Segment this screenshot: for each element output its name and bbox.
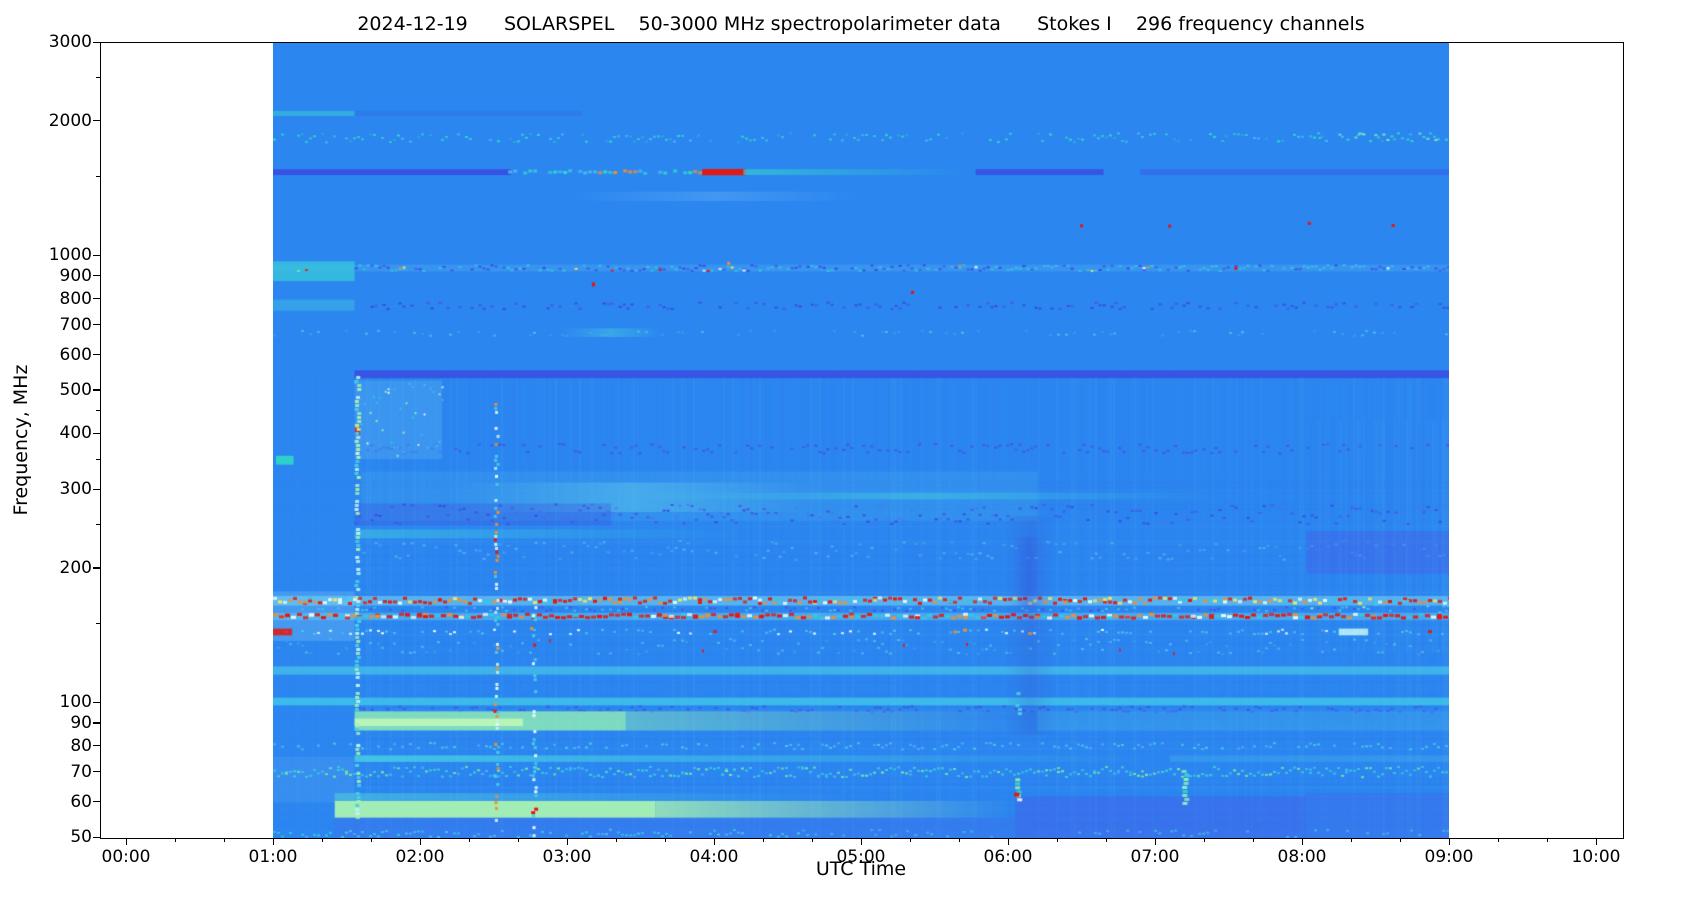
x-minor-tick xyxy=(174,838,176,842)
y-tick-label: 3000 xyxy=(48,32,92,52)
x-major-tick xyxy=(1154,838,1156,845)
x-tick-label: 08:00 xyxy=(1277,847,1327,867)
x-major-tick xyxy=(566,838,568,845)
y-minor-tick xyxy=(96,76,100,78)
x-tick-label: 09:00 xyxy=(1424,847,1474,867)
y-minor-tick xyxy=(96,523,100,525)
y-major-tick xyxy=(93,432,100,434)
x-minor-tick xyxy=(615,838,617,842)
y-major-tick xyxy=(93,120,100,122)
x-minor-tick xyxy=(1252,838,1254,842)
y-minor-tick xyxy=(96,176,100,178)
x-minor-tick xyxy=(1105,838,1107,842)
x-tick-label: 06:00 xyxy=(983,847,1033,867)
y-tick-label: 100 xyxy=(59,692,92,713)
y-minor-tick xyxy=(96,623,100,625)
x-tick-label: 03:00 xyxy=(542,847,592,867)
y-tick-label: 60 xyxy=(70,791,92,812)
x-major-tick xyxy=(1007,838,1009,845)
x-major-tick xyxy=(1301,838,1303,845)
y-tick-label: 2000 xyxy=(48,110,92,131)
plot-frame xyxy=(100,42,1624,839)
y-tick-label: 900 xyxy=(59,265,92,286)
x-minor-tick xyxy=(1546,838,1548,842)
x-minor-tick xyxy=(664,838,666,842)
y-tick-label: 200 xyxy=(59,557,92,578)
x-minor-tick xyxy=(1350,838,1352,842)
x-major-tick xyxy=(860,838,862,845)
y-tick-label: 600 xyxy=(59,344,92,365)
x-minor-tick xyxy=(762,838,764,842)
y-tick-label: 50 xyxy=(70,827,92,847)
x-minor-tick xyxy=(811,838,813,842)
y-tick-label: 500 xyxy=(59,379,92,400)
x-minor-tick xyxy=(958,838,960,842)
spectrogram-canvas xyxy=(273,43,1449,838)
x-tick-label: 00:00 xyxy=(101,847,151,867)
plot-title: 2024-12-19 SOLARSPEL 50-3000 MHz spectro… xyxy=(357,13,1365,35)
x-minor-tick xyxy=(223,838,225,842)
x-minor-tick xyxy=(1399,838,1401,842)
x-major-tick xyxy=(419,838,421,845)
x-minor-tick xyxy=(1056,838,1058,842)
x-minor-tick xyxy=(1203,838,1205,842)
y-tick-label: 80 xyxy=(70,735,92,756)
x-minor-tick xyxy=(909,838,911,842)
x-major-tick xyxy=(1448,838,1450,845)
y-major-tick xyxy=(93,41,100,43)
y-major-tick xyxy=(93,389,100,391)
y-major-tick xyxy=(93,275,100,277)
y-tick-label: 300 xyxy=(59,479,92,500)
x-tick-label: 04:00 xyxy=(689,847,739,867)
y-tick-label: 800 xyxy=(59,288,92,309)
x-major-tick xyxy=(1595,838,1597,845)
x-major-tick xyxy=(713,838,715,845)
y-major-tick xyxy=(93,298,100,300)
y-major-tick xyxy=(93,771,100,773)
x-minor-tick xyxy=(468,838,470,842)
x-major-tick xyxy=(125,838,127,845)
x-minor-tick xyxy=(1497,838,1499,842)
x-minor-tick xyxy=(321,838,323,842)
y-minor-tick xyxy=(96,409,100,411)
y-tick-label: 1000 xyxy=(48,245,92,266)
x-minor-tick xyxy=(517,838,519,842)
y-tick-label: 90 xyxy=(70,712,92,733)
y-major-tick xyxy=(93,801,100,803)
x-axis-label: UTC Time xyxy=(815,858,907,880)
y-major-tick xyxy=(93,701,100,704)
x-tick-label: 02:00 xyxy=(395,847,445,867)
y-major-tick xyxy=(93,324,100,326)
x-tick-label: 05:00 xyxy=(836,847,886,867)
x-tick-label: 10:00 xyxy=(1571,847,1621,867)
x-major-tick xyxy=(272,838,274,845)
y-major-tick xyxy=(93,836,100,838)
y-major-tick xyxy=(93,722,100,724)
y-tick-label: 400 xyxy=(59,423,92,444)
y-minor-tick xyxy=(96,458,100,460)
y-major-tick xyxy=(93,567,100,569)
y-major-tick xyxy=(93,254,100,256)
x-minor-tick xyxy=(370,838,372,842)
x-tick-label: 07:00 xyxy=(1130,847,1180,867)
y-tick-label: 700 xyxy=(59,314,92,335)
y-major-tick xyxy=(93,354,100,356)
y-major-tick xyxy=(93,745,100,747)
y-major-tick xyxy=(93,488,100,490)
y-tick-label: 70 xyxy=(70,761,92,782)
x-tick-label: 01:00 xyxy=(248,847,298,867)
